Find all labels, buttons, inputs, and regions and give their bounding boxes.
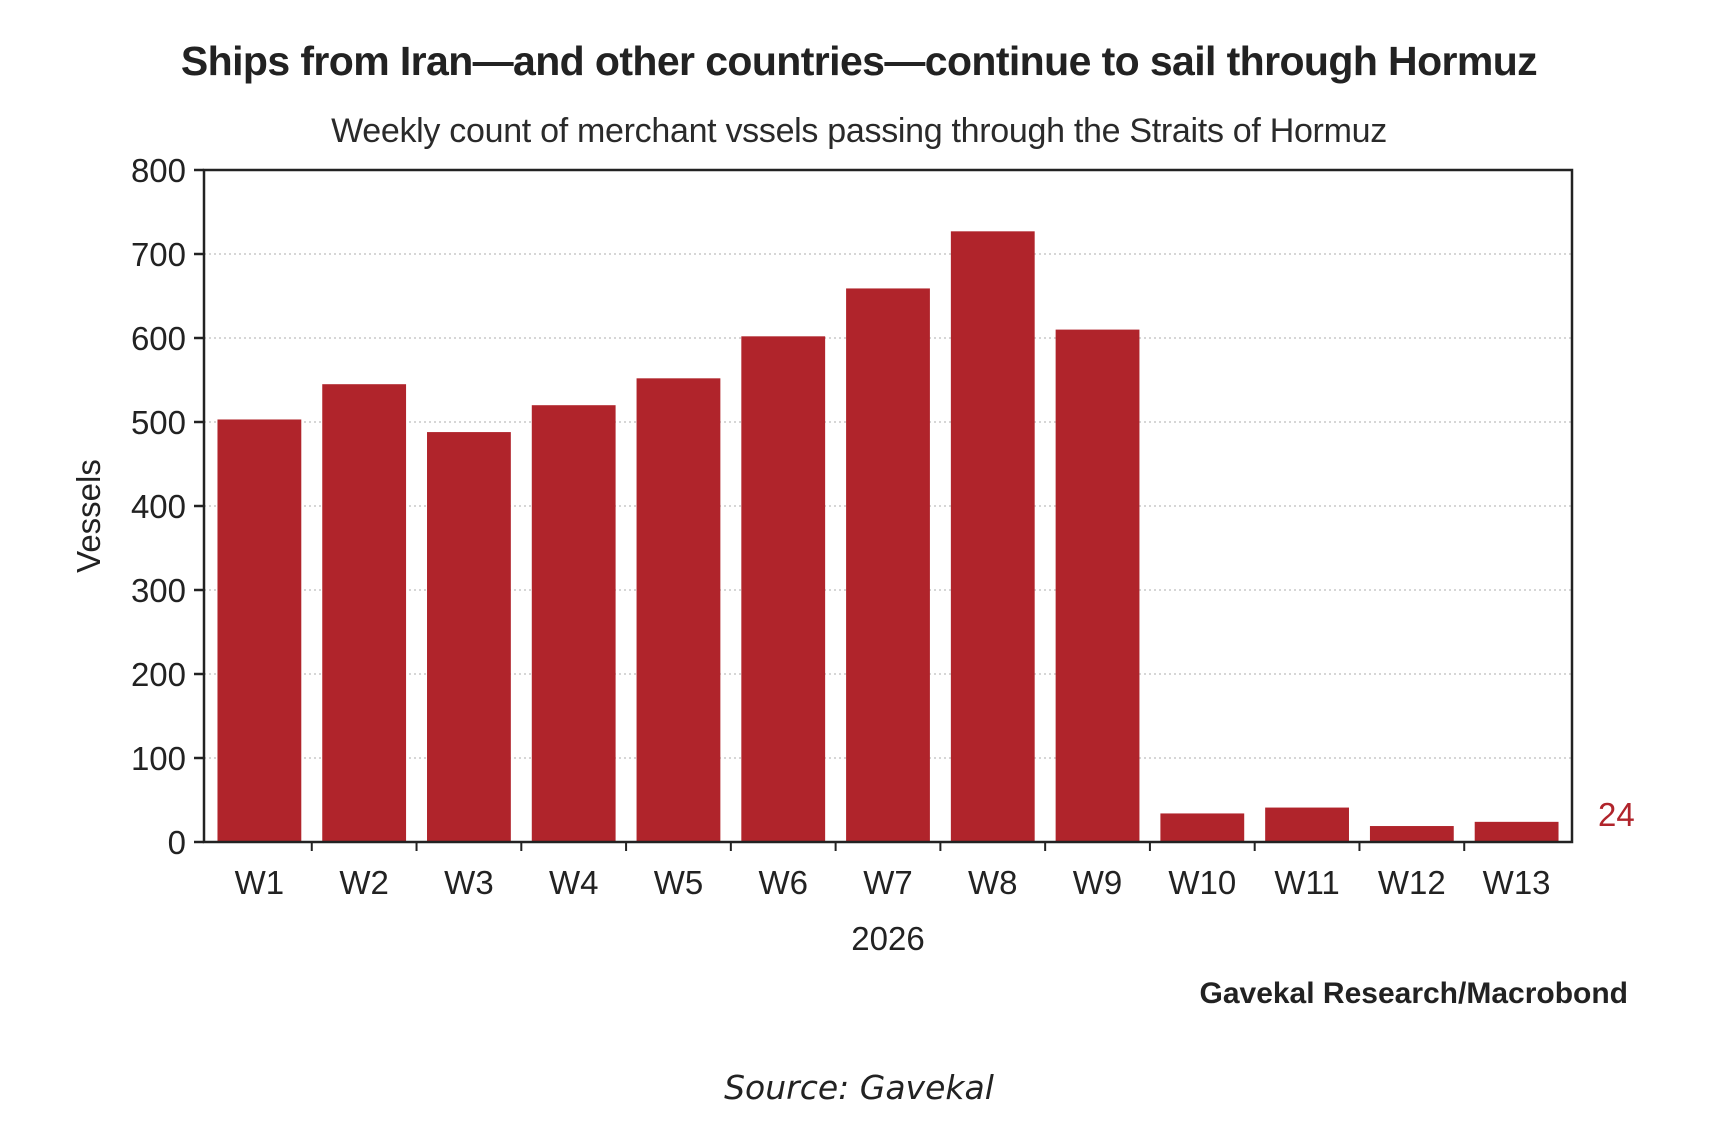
chart-credit: Gavekal Research/Macrobond: [1199, 977, 1628, 1010]
y-tick-label-0: 0: [168, 824, 186, 861]
bar-w13: [1474, 821, 1559, 842]
chart-title: Ships from Iran—and other countries—cont…: [180, 38, 1538, 84]
x-tick-label-w11: W11: [1274, 864, 1339, 901]
y-tick-label-200: 200: [131, 656, 186, 693]
x-tick-label-w2: W2: [339, 864, 389, 901]
bar-w8: [950, 231, 1035, 842]
x-axis-ticks: W1 W2 W3 W4 W5 W6 W7 W8 W9 W10 W11 W12 W13: [235, 842, 1551, 901]
y-tick-label-100: 100: [131, 740, 186, 777]
x-tick-label-w9: W9: [1073, 864, 1123, 901]
chart-subtitle: Weekly count of merchant vssels passing …: [331, 112, 1387, 150]
x-tick-label-w3: W3: [444, 864, 494, 901]
bar-w11: [1265, 807, 1349, 842]
x-tick-label-w1: W1: [235, 864, 285, 901]
y-tick-label-700: 700: [131, 236, 186, 273]
x-tick-label-w7: W7: [863, 864, 913, 901]
bar-w3: [427, 432, 511, 842]
y-axis-ticks: 0 100 200 300 400 500 600 700 800: [131, 152, 204, 861]
bar-w7: [846, 288, 930, 842]
y-tick-label-500: 500: [131, 404, 186, 441]
source-caption: Source: Gavekal: [724, 1068, 994, 1107]
y-tick-label-600: 600: [131, 320, 186, 357]
bars: [217, 231, 1559, 843]
x-tick-label-w6: W6: [758, 864, 808, 901]
x-axis-label: 2026: [851, 920, 924, 957]
y-tick-label-300: 300: [131, 572, 186, 609]
bar-w6: [741, 336, 826, 842]
x-tick-label-w5: W5: [654, 864, 704, 901]
bar-w1: [217, 419, 302, 842]
x-tick-label-w10: W10: [1168, 864, 1236, 901]
bar-w9: [1055, 329, 1140, 843]
x-tick-label-w8: W8: [968, 864, 1018, 901]
bar-w4: [531, 405, 616, 842]
bar-w5: [636, 378, 721, 842]
bar-w10: [1160, 813, 1245, 842]
y-axis-label: Vessels: [70, 459, 107, 573]
last-value-label: 24: [1598, 796, 1635, 833]
y-tick-label-800: 800: [131, 152, 186, 189]
bar-w2: [322, 384, 407, 842]
bar-w12: [1369, 826, 1454, 842]
x-tick-label-w13: W13: [1483, 864, 1551, 901]
x-tick-label-w4: W4: [549, 864, 599, 901]
x-tick-label-w12: W12: [1378, 864, 1446, 901]
y-tick-label-400: 400: [131, 488, 186, 525]
